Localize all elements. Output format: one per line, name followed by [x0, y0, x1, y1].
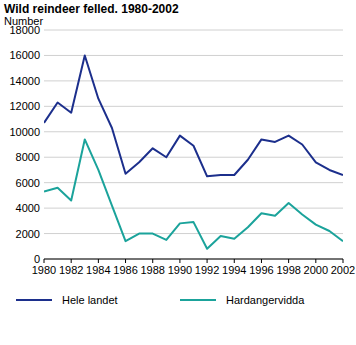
x-tick-label: 1984 [86, 264, 110, 276]
y-tick-label: 4000 [16, 202, 40, 214]
chart: Wild reindeer felled. 1980-2002Number020… [0, 0, 356, 345]
grid-line [44, 106, 343, 107]
grid-line [44, 233, 343, 234]
x-tick-label: 1994 [222, 264, 246, 276]
grid-line [44, 157, 343, 158]
legend-label: Hele landet [62, 294, 118, 306]
y-tick-label: 10000 [9, 126, 40, 138]
grid-line [44, 80, 343, 81]
y-tick-label: 18000 [9, 24, 40, 36]
x-tick [152, 259, 153, 263]
grid-line [44, 131, 343, 132]
y-tick-label: 8000 [16, 151, 40, 163]
y-tick-label: 16000 [9, 49, 40, 61]
x-tick-label: 1990 [168, 264, 192, 276]
x-tick [288, 259, 289, 263]
title: Wild reindeer felled. 1980-2002 [4, 2, 179, 16]
x-tick [234, 259, 235, 263]
grid-line [44, 259, 343, 260]
y-tick-label: 12000 [9, 100, 40, 112]
grid-line [44, 208, 343, 209]
x-axis [44, 259, 343, 260]
legend-swatch [16, 299, 52, 301]
x-tick-label: 1982 [59, 264, 83, 276]
x-tick [343, 259, 344, 263]
x-tick-label: 1998 [276, 264, 300, 276]
grid-line [44, 182, 343, 183]
x-tick-label: 1986 [113, 264, 137, 276]
x-tick-label: 1988 [140, 264, 164, 276]
x-tick [207, 259, 208, 263]
x-tick [261, 259, 262, 263]
x-tick-label: 2000 [304, 264, 328, 276]
grid-line [44, 30, 343, 31]
legend-swatch [180, 299, 216, 301]
legend-label: Hardangervidda [226, 294, 305, 306]
x-tick [179, 259, 180, 263]
x-tick [44, 259, 45, 263]
y-tick-label: 14000 [9, 75, 40, 87]
plot-area [44, 55, 343, 248]
y-tick-label: 2000 [16, 228, 40, 240]
x-tick-label: 1996 [249, 264, 273, 276]
x-tick-label: 1992 [195, 264, 219, 276]
x-tick [71, 259, 72, 263]
grid-line [44, 55, 343, 56]
x-tick [98, 259, 99, 263]
x-tick-label: 1980 [32, 264, 56, 276]
series-line [44, 55, 343, 176]
x-tick [125, 259, 126, 263]
x-tick-label: 2002 [331, 264, 355, 276]
series-line [44, 139, 343, 248]
y-tick-label: 6000 [16, 177, 40, 189]
x-tick [315, 259, 316, 263]
